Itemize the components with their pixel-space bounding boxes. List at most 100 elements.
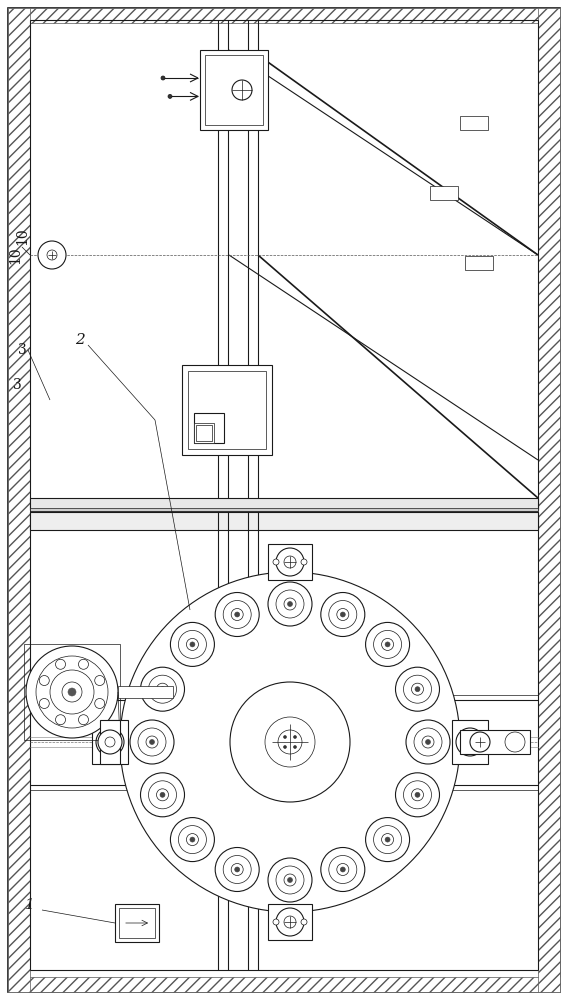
Circle shape: [505, 732, 525, 752]
Bar: [119, 908, 155, 938]
Circle shape: [268, 858, 312, 902]
Circle shape: [170, 818, 214, 862]
Circle shape: [38, 241, 66, 269]
Circle shape: [95, 676, 105, 686]
Circle shape: [178, 630, 206, 658]
Circle shape: [284, 874, 296, 886]
Circle shape: [68, 688, 76, 696]
Circle shape: [414, 728, 442, 756]
Bar: [118, 686, 173, 698]
Circle shape: [39, 698, 49, 708]
Text: 10: 10: [8, 246, 22, 264]
Circle shape: [382, 638, 394, 650]
Circle shape: [140, 773, 185, 817]
Bar: [92, 720, 128, 764]
Circle shape: [130, 720, 174, 764]
Bar: [268, 904, 312, 940]
Circle shape: [283, 736, 286, 738]
Bar: [24, 644, 120, 740]
Circle shape: [321, 847, 365, 891]
Circle shape: [186, 638, 198, 650]
Circle shape: [170, 622, 214, 666]
Circle shape: [301, 919, 307, 925]
Circle shape: [146, 736, 158, 748]
Circle shape: [36, 656, 108, 728]
FancyArrow shape: [350, 731, 450, 753]
Circle shape: [287, 601, 293, 606]
Bar: [538, 8, 560, 992]
Circle shape: [464, 736, 476, 748]
Circle shape: [284, 916, 296, 928]
Bar: [8, 977, 560, 992]
Circle shape: [284, 598, 296, 610]
Circle shape: [283, 746, 286, 748]
Bar: [196, 425, 212, 441]
Circle shape: [395, 667, 440, 711]
Circle shape: [190, 837, 195, 842]
Circle shape: [340, 612, 345, 617]
Bar: [30, 498, 538, 510]
Circle shape: [276, 866, 304, 894]
FancyArrow shape: [279, 802, 301, 902]
Bar: [8, 8, 30, 992]
Circle shape: [366, 818, 410, 862]
Circle shape: [78, 659, 89, 669]
Circle shape: [273, 919, 279, 925]
Circle shape: [337, 609, 349, 621]
Circle shape: [215, 593, 259, 637]
Bar: [182, 365, 272, 455]
Circle shape: [98, 730, 122, 754]
Circle shape: [415, 792, 420, 797]
Circle shape: [50, 670, 94, 714]
Bar: [115, 904, 159, 942]
Circle shape: [149, 740, 154, 744]
Circle shape: [232, 80, 252, 100]
Circle shape: [140, 667, 185, 711]
Circle shape: [294, 736, 296, 738]
Circle shape: [148, 781, 177, 809]
Circle shape: [337, 863, 349, 875]
Circle shape: [329, 601, 357, 629]
Circle shape: [235, 612, 240, 617]
Circle shape: [385, 837, 390, 842]
Circle shape: [178, 826, 206, 854]
Text: 2: 2: [75, 333, 85, 347]
Circle shape: [161, 76, 165, 80]
Bar: [194, 413, 224, 443]
Circle shape: [157, 789, 169, 801]
Circle shape: [56, 659, 65, 669]
Circle shape: [120, 572, 460, 912]
Circle shape: [321, 593, 365, 637]
Circle shape: [157, 683, 169, 695]
Circle shape: [374, 826, 402, 854]
Circle shape: [329, 855, 357, 883]
Circle shape: [276, 548, 304, 576]
Bar: [200, 50, 268, 130]
Circle shape: [223, 601, 251, 629]
Circle shape: [284, 556, 296, 568]
Circle shape: [215, 847, 259, 891]
Bar: [194, 423, 214, 443]
Text: 3: 3: [18, 343, 26, 357]
Circle shape: [160, 687, 165, 692]
Bar: [8, 8, 560, 23]
Bar: [460, 730, 530, 754]
Bar: [268, 544, 312, 580]
Circle shape: [230, 682, 350, 802]
Circle shape: [366, 622, 410, 666]
Circle shape: [148, 675, 177, 703]
Circle shape: [231, 863, 243, 875]
Circle shape: [39, 676, 49, 686]
Circle shape: [186, 834, 198, 846]
Circle shape: [287, 878, 293, 882]
Circle shape: [411, 683, 424, 695]
Circle shape: [95, 698, 105, 708]
Circle shape: [406, 720, 450, 764]
Circle shape: [374, 630, 402, 658]
Bar: [30, 508, 538, 512]
Circle shape: [422, 736, 434, 748]
Bar: [188, 371, 266, 449]
Bar: [205, 55, 263, 125]
Circle shape: [301, 559, 307, 565]
Circle shape: [278, 730, 302, 754]
